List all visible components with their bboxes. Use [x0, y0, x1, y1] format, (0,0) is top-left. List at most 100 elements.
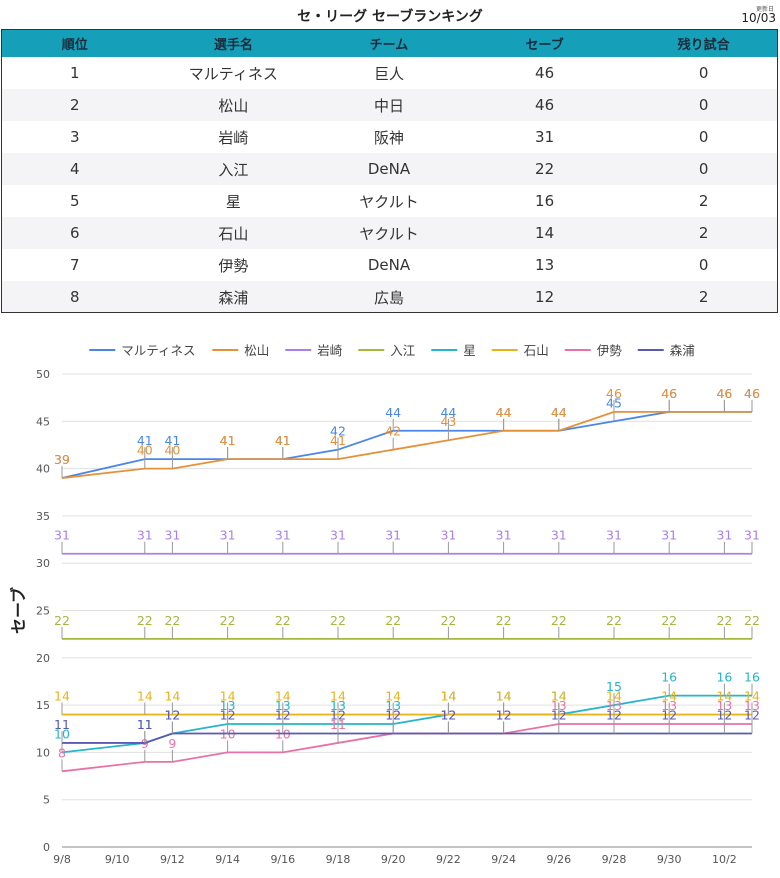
- data-label: 46: [606, 386, 622, 401]
- data-label: 14: [661, 689, 677, 704]
- cell-saves: 16: [535, 192, 555, 210]
- y-tick-label: 45: [36, 415, 50, 428]
- cell-remaining: 0: [698, 128, 709, 146]
- series-line: [61, 694, 752, 754]
- data-label: 12: [275, 707, 291, 722]
- page-title: セ・リーグ セーブランキング: [297, 9, 483, 25]
- cell-rank: 8: [70, 288, 80, 306]
- cell-saves: 46: [535, 96, 555, 114]
- data-label: 14: [606, 689, 622, 704]
- data-label: 44: [496, 405, 512, 420]
- cell-remaining: 2: [698, 288, 709, 306]
- x-tick-label: 9/16: [270, 853, 295, 866]
- data-label: 14: [440, 689, 456, 704]
- title-bar: セ・リーグ セーブランキング 更新日 10/03: [0, 0, 780, 30]
- table-row: 5 星 ヤクルト 16 2: [2, 185, 777, 217]
- legend-entry: 星: [463, 343, 476, 358]
- data-label: 11: [137, 717, 153, 732]
- cell-rank: 5: [70, 192, 80, 210]
- data-label: 31: [661, 528, 677, 543]
- data-label: 12: [385, 707, 401, 722]
- data-label: 31: [716, 528, 732, 543]
- data-label: 14: [385, 689, 401, 704]
- data-label: 12: [551, 707, 567, 722]
- data-label: 41: [330, 433, 346, 448]
- y-tick-label: 30: [36, 557, 50, 570]
- table-row: 3 岩崎 阪神 31 0: [2, 121, 777, 153]
- data-label: 11: [54, 717, 70, 732]
- cell-team: ヤクルト: [359, 224, 419, 243]
- y-tick-label: 0: [43, 841, 50, 854]
- data-label: 22: [137, 613, 153, 628]
- data-label: 14: [716, 689, 732, 704]
- data-label: 42: [330, 424, 346, 439]
- data-label: 44: [551, 405, 567, 420]
- data-label: 22: [716, 613, 732, 628]
- cell-rank: 4: [70, 160, 80, 178]
- cell-rank: 2: [70, 96, 80, 114]
- data-label: 16: [661, 670, 677, 685]
- data-label: 31: [54, 528, 70, 543]
- data-label: 12: [606, 707, 622, 722]
- x-tick-label: 9/20: [381, 853, 406, 866]
- data-label: 22: [744, 613, 760, 628]
- data-label: 46: [661, 386, 677, 401]
- table-row: 2 松山 中日 46 0: [2, 89, 777, 121]
- data-label: 46: [661, 386, 677, 401]
- data-label: 14: [744, 689, 760, 704]
- data-label: 12: [385, 707, 401, 722]
- x-tick-label: 9/24: [491, 853, 516, 866]
- y-tick-label: 40: [36, 463, 50, 476]
- data-label: 22: [661, 613, 677, 628]
- cell-saves: 13: [535, 256, 555, 274]
- data-label: 16: [716, 670, 732, 685]
- legend-entry: 岩崎: [317, 343, 343, 358]
- data-label: 31: [385, 528, 401, 543]
- data-label: 14: [440, 689, 456, 704]
- data-label: 12: [496, 707, 512, 722]
- data-label: 22: [606, 613, 622, 628]
- data-label: 31: [220, 528, 236, 543]
- data-label: 14: [496, 689, 512, 704]
- cell-remaining: 0: [698, 64, 709, 82]
- data-label: 22: [330, 613, 346, 628]
- cell-saves: 22: [535, 160, 555, 178]
- data-label: 31: [440, 528, 456, 543]
- data-label: 31: [744, 528, 760, 543]
- data-label: 40: [137, 443, 153, 458]
- cell-player: マルティネス: [188, 64, 278, 83]
- data-label: 14: [330, 689, 346, 704]
- cell-rank: 1: [70, 64, 80, 82]
- data-label: 13: [606, 698, 622, 713]
- cell-remaining: 0: [698, 256, 709, 274]
- data-label: 12: [220, 707, 236, 722]
- data-label: 22: [275, 613, 291, 628]
- cell-team: 阪神: [373, 128, 404, 147]
- data-label: 31: [551, 528, 567, 543]
- data-label: 16: [744, 670, 760, 685]
- x-tick-label: 10/2: [712, 853, 737, 866]
- series-line: [61, 410, 752, 479]
- data-label: 31: [137, 528, 153, 543]
- data-label: 22: [54, 613, 70, 628]
- data-label: 39: [54, 452, 70, 467]
- data-label: 39: [54, 452, 70, 467]
- x-tick-label: 9/18: [326, 853, 351, 866]
- data-label: 13: [551, 698, 567, 713]
- data-label: 46: [716, 386, 732, 401]
- table-row: 4 入江 DeNA 22 0: [2, 153, 777, 185]
- y-tick-label: 25: [36, 605, 50, 618]
- data-label: 12: [744, 707, 760, 722]
- table-row: 7 伊勢 DeNA 13 0: [2, 249, 777, 281]
- data-label: 12: [440, 707, 456, 722]
- data-label: 41: [164, 433, 180, 448]
- cell-saves: 12: [535, 288, 555, 306]
- data-label: 12: [164, 707, 180, 722]
- data-label: 13: [744, 698, 760, 713]
- cell-remaining: 0: [698, 160, 709, 178]
- x-tick-label: 9/14: [215, 853, 240, 866]
- data-label: 22: [440, 613, 456, 628]
- y-tick-label: 35: [36, 510, 50, 523]
- y-tick-label: 50: [36, 368, 50, 381]
- data-label: 22: [551, 613, 567, 628]
